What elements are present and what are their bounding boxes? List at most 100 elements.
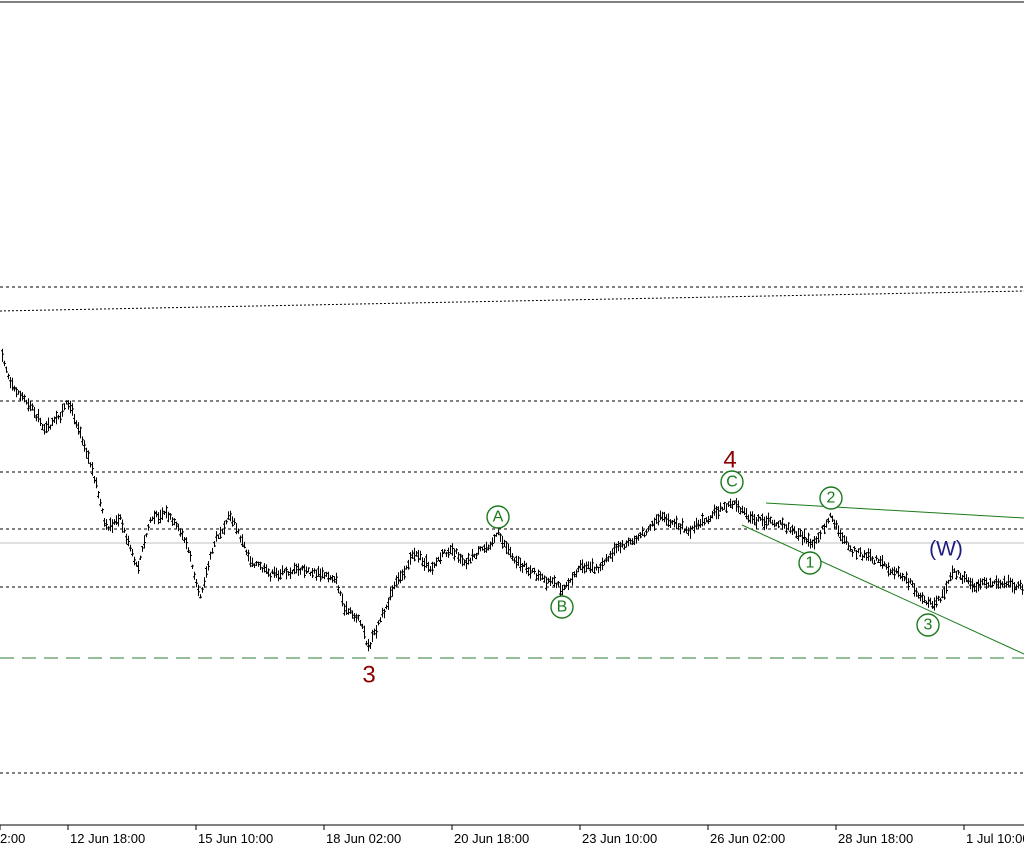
ohlc-bar	[13, 385, 16, 392]
ohlc-bar	[993, 580, 996, 585]
ohlc-bar	[545, 576, 548, 591]
ohlc-bar	[573, 571, 576, 578]
ohlc-bar	[597, 566, 600, 574]
ohlc-bar	[87, 450, 90, 464]
wave-label-text: (W)	[929, 538, 963, 561]
ohlc-bar	[769, 516, 772, 524]
wave-label-circle	[720, 470, 744, 494]
ohlc-bar	[655, 514, 658, 524]
ohlc-bar	[637, 533, 640, 541]
ohlc-bar	[795, 531, 798, 539]
ohlc-bar	[947, 579, 950, 584]
ohlc-bar	[981, 578, 984, 586]
wave-label-5: C	[720, 470, 744, 494]
ohlc-bar	[507, 543, 510, 555]
ohlc-bar	[485, 541, 488, 553]
ohlc-bar	[469, 557, 472, 564]
ohlc-bar	[753, 514, 756, 526]
ohlc-bar	[45, 421, 48, 434]
ohlc-bar	[183, 537, 186, 543]
ohlc-bar	[715, 506, 718, 520]
ohlc-bar	[879, 556, 882, 567]
ohlc-bar	[679, 523, 682, 535]
wave-label-text: B	[557, 599, 568, 616]
ohlc-bar	[593, 566, 596, 574]
ohlc-bar	[471, 548, 474, 561]
ohlc-bar	[293, 562, 296, 575]
ohlc-bar	[701, 512, 704, 527]
ohlc-bar	[125, 533, 128, 545]
ohlc-bar	[81, 436, 84, 446]
ohlc-bar	[999, 579, 1002, 589]
ohlc-bar	[731, 500, 734, 510]
ohlc-bar	[1019, 579, 1022, 590]
ohlc-bar	[333, 576, 336, 583]
channel-upper-line	[765, 502, 1024, 519]
ohlc-bar	[971, 578, 974, 593]
ohlc-bar	[691, 525, 694, 530]
ohlc-bar	[267, 568, 270, 577]
ohlc-bar	[609, 550, 612, 559]
ohlc-bar	[677, 523, 680, 531]
ohlc-bar	[973, 583, 976, 592]
ohlc-bar	[813, 536, 816, 550]
ohlc-bar	[985, 577, 988, 590]
ohlc-bar	[725, 503, 728, 513]
ohlc-bar	[55, 410, 58, 425]
ohlc-bar	[791, 524, 794, 535]
ohlc-bar	[251, 557, 254, 567]
ohlc-bar	[815, 536, 818, 544]
ohlc-bar	[719, 502, 722, 512]
wave-label-circle	[819, 486, 843, 510]
ohlc-bar	[101, 508, 104, 514]
ohlc-bar	[245, 549, 248, 556]
ohlc-bar	[89, 462, 92, 468]
ohlc-bar	[543, 575, 546, 583]
ohlc-bar	[821, 525, 824, 530]
ohlc-bar	[371, 629, 374, 643]
ohlc-bar	[851, 549, 854, 557]
ohlc-bar	[1001, 581, 1004, 587]
ohlc-bar	[497, 529, 500, 536]
ohlc-bar	[847, 542, 850, 551]
wave-label-9: (W)	[929, 538, 963, 561]
ohlc-bar	[169, 513, 172, 520]
ohlc-bar	[709, 515, 712, 522]
ohlc-bar	[1, 348, 4, 362]
ohlc-bar	[441, 549, 444, 558]
ohlc-bar	[401, 569, 404, 581]
ohlc-bar	[77, 422, 80, 435]
ohlc-bar	[641, 526, 644, 536]
ohlc-bar	[193, 571, 196, 580]
ohlc-bar	[905, 571, 908, 584]
ohlc-bar	[865, 552, 868, 561]
ohlc-bar	[505, 541, 508, 555]
ohlc-bar	[561, 585, 564, 596]
ohlc-bar	[923, 595, 926, 603]
x-tick-label: 2:00	[0, 831, 25, 846]
ohlc-bar	[911, 580, 914, 587]
wave-label-3: A	[486, 505, 510, 529]
ohlc-bar	[529, 565, 532, 579]
ohlc-bar	[229, 510, 232, 522]
ohlc-bar	[41, 424, 44, 431]
ohlc-bar	[953, 568, 956, 573]
ohlc-bar	[901, 572, 904, 582]
wave-label-text: 3	[924, 617, 933, 634]
ohlc-bar	[311, 568, 314, 578]
ohlc-bar	[617, 541, 620, 552]
ohlc-bar	[241, 534, 244, 547]
ohlc-bar	[11, 377, 14, 391]
ohlc-bar	[931, 601, 934, 609]
ohlc-bar	[951, 565, 954, 580]
ohlc-bar	[75, 420, 78, 428]
ohlc-bar	[393, 581, 396, 590]
ohlc-bar	[683, 528, 686, 533]
ohlc-bar	[963, 571, 966, 583]
ohlc-bar	[385, 604, 388, 610]
ohlc-bar	[615, 543, 618, 554]
ohlc-bar	[447, 547, 450, 558]
ohlc-bar	[859, 547, 862, 557]
ohlc-bar	[481, 546, 484, 551]
